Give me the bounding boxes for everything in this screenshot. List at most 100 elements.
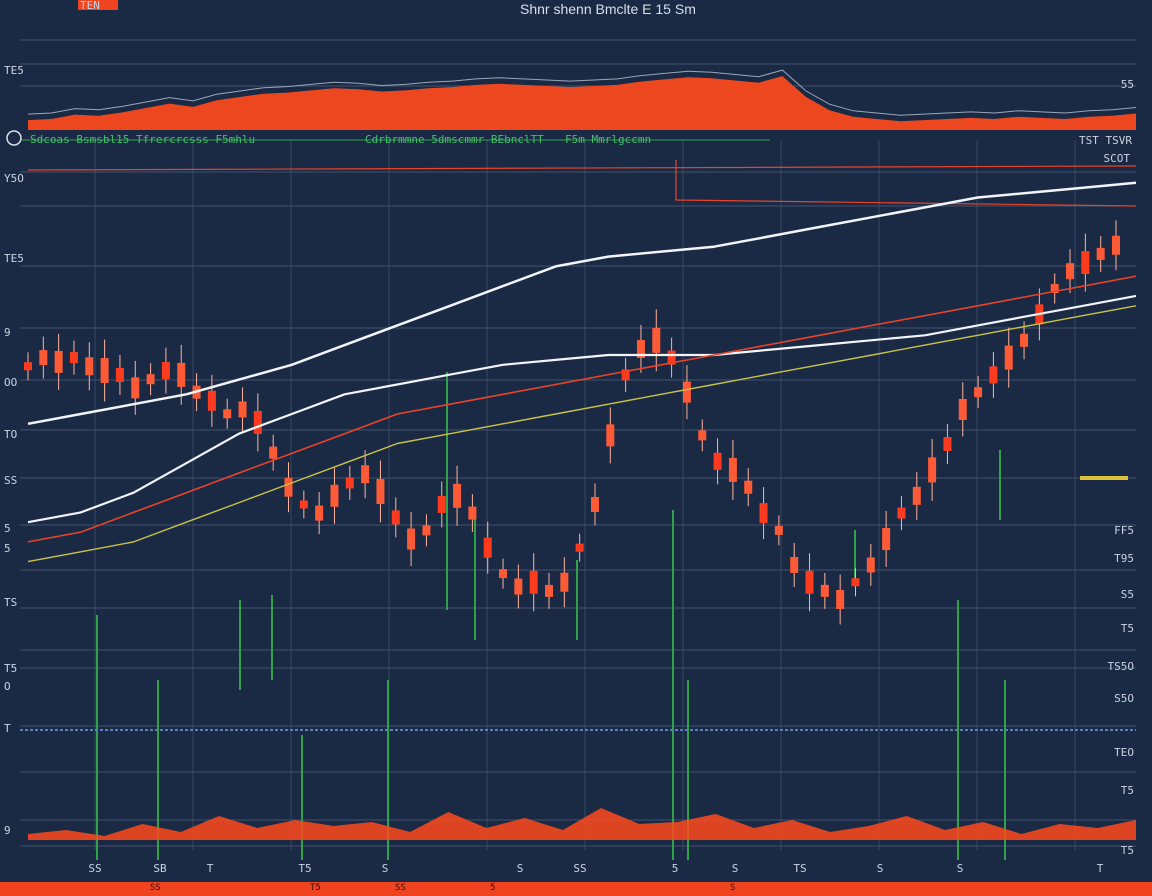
ma-yellow [27,305,1137,563]
bottom-tick-6: SS [573,862,586,875]
top-badge-text: TEN [80,0,100,12]
candle-27 [437,495,446,513]
candle-22 [361,465,370,484]
left-tick-2: TE5 [4,252,24,265]
right-tick-11: T5 [1121,844,1134,857]
candle-56 [882,528,891,551]
bottom-tick-10: S [877,862,884,875]
candle-16 [269,446,278,459]
candle-5 [100,358,109,384]
left-tick-6: SS [4,474,17,487]
candle-15 [253,410,262,434]
candle-43 [682,381,691,403]
left-tick-9: TS [4,596,17,609]
right-tick-3: FF5 [1114,524,1134,537]
candle-31 [499,569,508,579]
left-tick-8: 5 [4,542,11,555]
candle-48 [759,503,768,524]
candle-53 [836,590,845,610]
candle-8 [146,374,155,385]
right-tick-6: T5 [1121,622,1134,635]
candle-1 [39,350,48,366]
candle-42 [667,350,676,365]
candle-45 [713,452,722,470]
candle-60 [943,437,952,451]
left-tick-4: OO [4,376,17,389]
candle-37 [590,496,599,512]
overview-line [27,69,1137,116]
candle-21 [345,477,354,489]
candle-10 [177,362,186,387]
bottom-tick-5: S [517,862,524,875]
ticker-mid: Cdrbrmmne 5dmscmmr BEbnclTT [365,133,544,146]
candle-26 [422,525,431,536]
ticker-right: F5m Mmrlgccmn [565,133,651,146]
candle-33 [529,570,538,594]
candle-61 [958,398,967,420]
candle-7 [131,377,140,399]
candle-23 [376,479,385,505]
candle-55 [866,557,875,573]
candle-71 [1112,235,1120,255]
candle-3 [69,352,78,364]
candle-17 [284,477,293,497]
candle-44 [698,430,707,441]
footer-label-2: SS [395,883,406,893]
left-tick-12: T [4,722,11,735]
candle-24 [391,510,400,525]
candle-34 [545,584,554,597]
right-tick-7: TS5O [1108,660,1135,673]
left-tick-10: T5 [4,662,17,675]
candle-0 [24,362,32,371]
left-tick-13: 9 [4,824,11,837]
candle-19 [315,505,324,521]
candle-58 [912,486,921,505]
left-tick-1: Y5O [4,172,24,185]
candle-69 [1081,251,1090,275]
bottom-tick-11: S [957,862,964,875]
candle-40 [636,339,645,358]
left-tick-7: 5 [4,522,11,535]
candle-39 [621,369,630,381]
candle-12 [207,390,216,411]
candle-41 [652,327,661,353]
candle-51 [805,570,814,594]
candle-64 [1004,345,1013,370]
settings-icon [6,130,22,146]
footer-label-left: SS [150,883,161,893]
candle-50 [790,556,799,573]
bottom-tick-3: T5 [298,862,311,875]
candle-6 [115,367,124,382]
left-tick-3: 9 [4,326,11,339]
candle-68 [1066,263,1075,280]
ma-red [27,275,1137,543]
candle-46 [728,457,737,482]
candle-32 [514,578,523,595]
ma-white-1 [27,181,1137,426]
left-tick-5: TO [4,428,17,441]
footer-label-3: 5 [490,883,496,893]
candle-38 [606,424,615,447]
ref-line-top [27,165,1137,171]
candle-65 [1020,333,1029,347]
candle-28 [453,483,462,508]
candle-59 [928,457,937,483]
candle-57 [897,507,906,519]
bottom-tick-12: T [1097,862,1104,875]
candle-67 [1050,283,1059,293]
candle-49 [774,525,783,535]
ma-white-2 [27,294,1137,524]
overview-area [28,76,1136,130]
right-tick-4: T95 [1114,552,1134,565]
right-tick-5: S5 [1121,588,1134,601]
bottom-tick-9: TS [793,862,806,875]
ref-line-step [675,160,1137,207]
bottom-tick-0: SS [88,862,101,875]
bottom-tick-1: SB [153,862,167,875]
candle-13 [223,409,232,419]
candle-70 [1096,247,1105,260]
top-right-label-1: TST TSVR [1079,134,1132,147]
left-tick-0: TE5 [4,64,24,77]
right-tick-10: T5 [1121,784,1134,797]
